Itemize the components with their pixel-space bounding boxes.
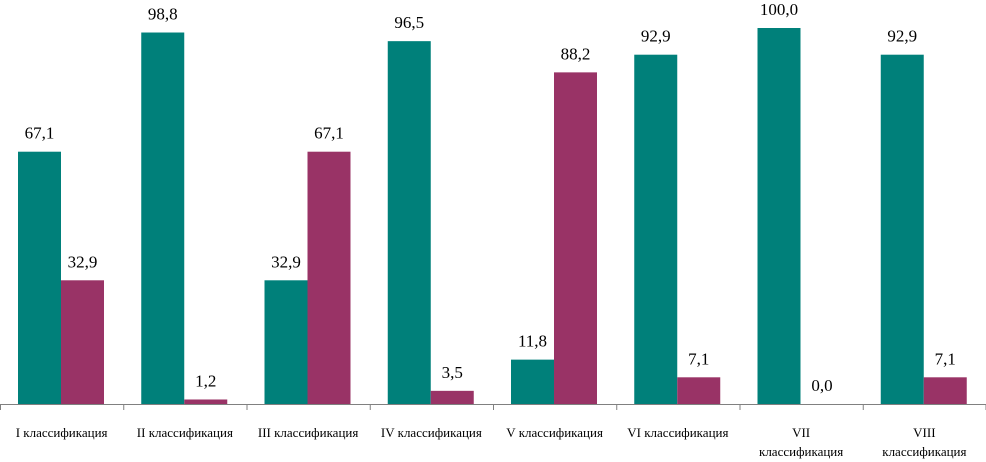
category-label-7-line-1: VII (792, 425, 810, 440)
value-label-1-7: 100,0 (760, 0, 798, 19)
bar-2-6 (677, 377, 721, 404)
value-label-1-2: 98,8 (148, 5, 178, 24)
value-label-2-2: 1,2 (195, 371, 216, 390)
value-label-1-6: 92,9 (641, 27, 671, 46)
bar-2-4 (430, 390, 474, 404)
bar-2-5 (554, 72, 597, 405)
x-axis: I классификация II классификация III класс… (0, 404, 986, 459)
bar-1-4 (387, 41, 431, 404)
bar-1-5 (511, 359, 554, 404)
bar-1-7 (757, 28, 801, 404)
bar-1-1 (18, 151, 61, 404)
value-label-2-1: 32,9 (68, 252, 98, 271)
value-labels-layer: 67,1 32,9 98,8 1,2 32,9 67,1 96,5 3,5 11,8 88,2 92… (25, 0, 956, 395)
value-label-2-5: 88,2 (561, 44, 591, 63)
value-label-1-1: 67,1 (25, 124, 55, 143)
value-label-1-3: 32,9 (271, 252, 301, 271)
category-label-4: IV классификация (381, 425, 482, 440)
category-label-2: II классификация (137, 425, 233, 440)
value-label-2-4: 3,5 (442, 363, 463, 382)
bars-layer (18, 28, 967, 405)
category-label-1: I классификация (16, 425, 108, 440)
category-label-5: V классификация (506, 425, 603, 440)
value-label-1-5: 11,8 (518, 332, 547, 351)
category-label-6: VI классификация (627, 425, 728, 440)
bar-1-8 (880, 54, 924, 405)
value-label-2-8: 7,1 (935, 349, 956, 368)
bar-2-3 (307, 151, 351, 404)
category-label-8-line-1: VIII (913, 425, 935, 440)
category-label-3: III классификация (258, 425, 358, 440)
bar-1-6 (634, 54, 678, 405)
bar-1-2 (141, 32, 185, 405)
value-label-1-4: 96,5 (394, 13, 424, 32)
bar-2-1 (61, 280, 104, 404)
value-label-2-6: 7,1 (688, 349, 709, 368)
bar-2-8 (923, 377, 967, 404)
category-label-7-line-2: классификация (759, 444, 843, 459)
value-label-1-8: 92,9 (887, 27, 917, 46)
value-label-2-3: 67,1 (314, 124, 344, 143)
value-label-2-7: 0,0 (811, 376, 832, 395)
category-label-8-line-2: классификация (882, 444, 966, 459)
bar-1-3 (264, 280, 308, 404)
bar-2-2 (184, 399, 228, 404)
